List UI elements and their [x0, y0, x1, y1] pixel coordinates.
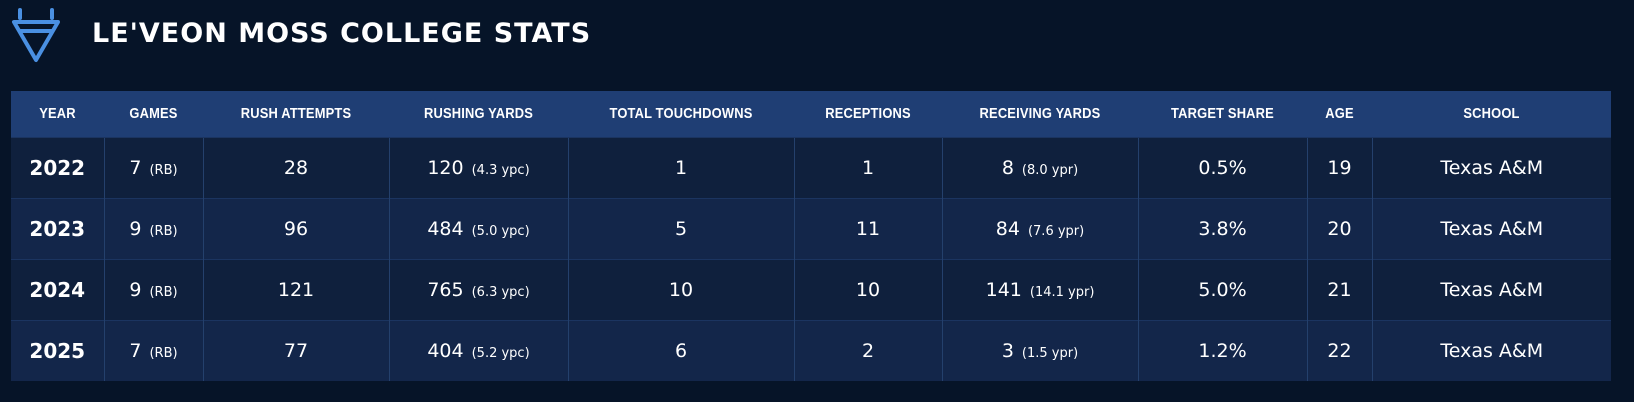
ypc-label: (4.3 ypc) — [471, 162, 530, 178]
school-cell: Texas A&M — [1371, 136, 1611, 198]
receiving-yards-cell: 84 (7.6 ypr) — [941, 197, 1138, 259]
position-label: (RB) — [149, 345, 178, 361]
receiving-yards-value: 84 — [995, 217, 1020, 240]
total-touchdowns-cell: 5 — [567, 197, 794, 259]
ypr-label: (14.1 ypr) — [1029, 284, 1095, 300]
ypc-label: (5.0 ypc) — [471, 223, 530, 239]
rushing-yards-value: 404 — [427, 339, 464, 362]
receiving-yards-value: 3 — [1001, 339, 1014, 362]
position-label: (RB) — [149, 223, 178, 239]
rushing-yards-cell: 484 (5.0 ypc) — [388, 197, 568, 259]
games-value: 7 — [129, 156, 142, 179]
rush-attempts-cell: 96 — [202, 197, 389, 259]
page-header: LE'VEON MOSS COLLEGE STATS — [0, 0, 1634, 80]
games-cell: 9 (RB) — [103, 258, 203, 320]
column-header-year: YEAR — [39, 105, 76, 123]
rushing-yards-cell: 404 (5.2 ypc) — [388, 319, 568, 381]
receptions-cell: 10 — [793, 258, 942, 320]
games-value: 9 — [129, 278, 142, 301]
table-row: 2024 9 (RB) 121 765 (6.3 ypc) 10 10 141 (14… — [11, 258, 1611, 320]
school-cell: Texas A&M — [1371, 319, 1611, 381]
ypr-label: (8.0 ypr) — [1021, 162, 1079, 178]
table-row: 2022 7 (RB) 28 120 (4.3 ypc) 1 1 8 (8.0 ypr… — [11, 136, 1611, 198]
school-cell: Texas A&M — [1371, 197, 1611, 259]
ypr-label: (1.5 ypr) — [1021, 345, 1079, 361]
year-cell: 2023 — [11, 197, 104, 259]
games-cell: 7 (RB) — [103, 319, 203, 381]
games-value: 9 — [129, 217, 142, 240]
target-share-cell: 3.8% — [1137, 197, 1307, 259]
total-touchdowns-cell: 1 — [567, 136, 794, 198]
rushing-yards-value: 765 — [427, 278, 464, 301]
column-header-rushing-yards: RUSHING YARDS — [423, 105, 534, 123]
page-title: LE'VEON MOSS COLLEGE STATS — [92, 18, 592, 49]
year-cell: 2025 — [11, 319, 104, 381]
target-share-cell: 0.5% — [1137, 136, 1307, 198]
table-row: 2025 7 (RB) 77 404 (5.2 ypc) 6 2 3 (1.5 ypr… — [11, 319, 1611, 381]
ypr-label: (7.6 ypr) — [1027, 223, 1085, 239]
school-cell: Texas A&M — [1371, 258, 1611, 320]
games-cell: 9 (RB) — [103, 197, 203, 259]
position-label: (RB) — [149, 284, 178, 300]
rush-attempts-cell: 121 — [202, 258, 389, 320]
rush-attempts-cell: 77 — [202, 319, 389, 381]
total-touchdowns-cell: 6 — [567, 319, 794, 381]
age-cell: 22 — [1306, 319, 1372, 381]
ypc-label: (6.3 ypc) — [471, 284, 530, 300]
year-cell: 2022 — [11, 136, 104, 198]
target-share-cell: 5.0% — [1137, 258, 1307, 320]
age-cell: 21 — [1306, 258, 1372, 320]
column-header-receiving-yards: RECEIVING YARDS — [979, 105, 1101, 123]
column-header-games: GAMES — [129, 105, 178, 123]
rushing-yards-value: 484 — [427, 217, 464, 240]
ypc-label: (5.2 ypc) — [471, 345, 530, 361]
table-row: 2023 9 (RB) 96 484 (5.0 ypc) 5 11 84 (7.6 y… — [11, 197, 1611, 259]
receiving-yards-cell: 8 (8.0 ypr) — [941, 136, 1138, 198]
column-header-total-touchdowns: TOTAL TOUCHDOWNS — [609, 105, 753, 123]
receptions-cell: 11 — [793, 197, 942, 259]
rush-attempts-cell: 28 — [202, 136, 389, 198]
column-header-age: AGE — [1325, 105, 1354, 123]
receptions-cell: 1 — [793, 136, 942, 198]
column-header-rush-attempts: RUSH ATTEMPTS — [240, 105, 352, 123]
age-cell: 19 — [1306, 136, 1372, 198]
year-cell: 2024 — [11, 258, 104, 320]
age-cell: 20 — [1306, 197, 1372, 259]
header-row: YEAR GAMES RUSH ATTEMPTS RUSHING YARDS T… — [11, 91, 1611, 137]
receiving-yards-cell: 141 (14.1 ypr) — [941, 258, 1138, 320]
receptions-cell: 2 — [793, 319, 942, 381]
target-share-cell: 1.2% — [1137, 319, 1307, 381]
downward-triangle-logo-icon — [12, 8, 60, 62]
table-body: 2022 7 (RB) 28 120 (4.3 ypc) 1 1 8 (8.0 ypr… — [11, 136, 1611, 381]
games-cell: 7 (RB) — [103, 136, 203, 198]
college-stats-table: YEAR GAMES RUSH ATTEMPTS RUSHING YARDS T… — [11, 91, 1611, 381]
rushing-yards-value: 120 — [427, 156, 464, 179]
column-header-target-share: TARGET SHARE — [1171, 105, 1274, 123]
position-label: (RB) — [149, 162, 178, 178]
column-header-school: SCHOOL — [1463, 105, 1520, 123]
receiving-yards-value: 141 — [985, 278, 1022, 301]
rushing-yards-cell: 120 (4.3 ypc) — [388, 136, 568, 198]
rushing-yards-cell: 765 (6.3 ypc) — [388, 258, 568, 320]
games-value: 7 — [129, 339, 142, 362]
receiving-yards-cell: 3 (1.5 ypr) — [941, 319, 1138, 381]
column-header-receptions: RECEPTIONS — [825, 105, 911, 123]
stats-table-container: YEAR GAMES RUSH ATTEMPTS RUSHING YARDS T… — [11, 91, 1611, 381]
total-touchdowns-cell: 10 — [567, 258, 794, 320]
table-header: YEAR GAMES RUSH ATTEMPTS RUSHING YARDS T… — [11, 91, 1611, 137]
receiving-yards-value: 8 — [1001, 156, 1014, 179]
